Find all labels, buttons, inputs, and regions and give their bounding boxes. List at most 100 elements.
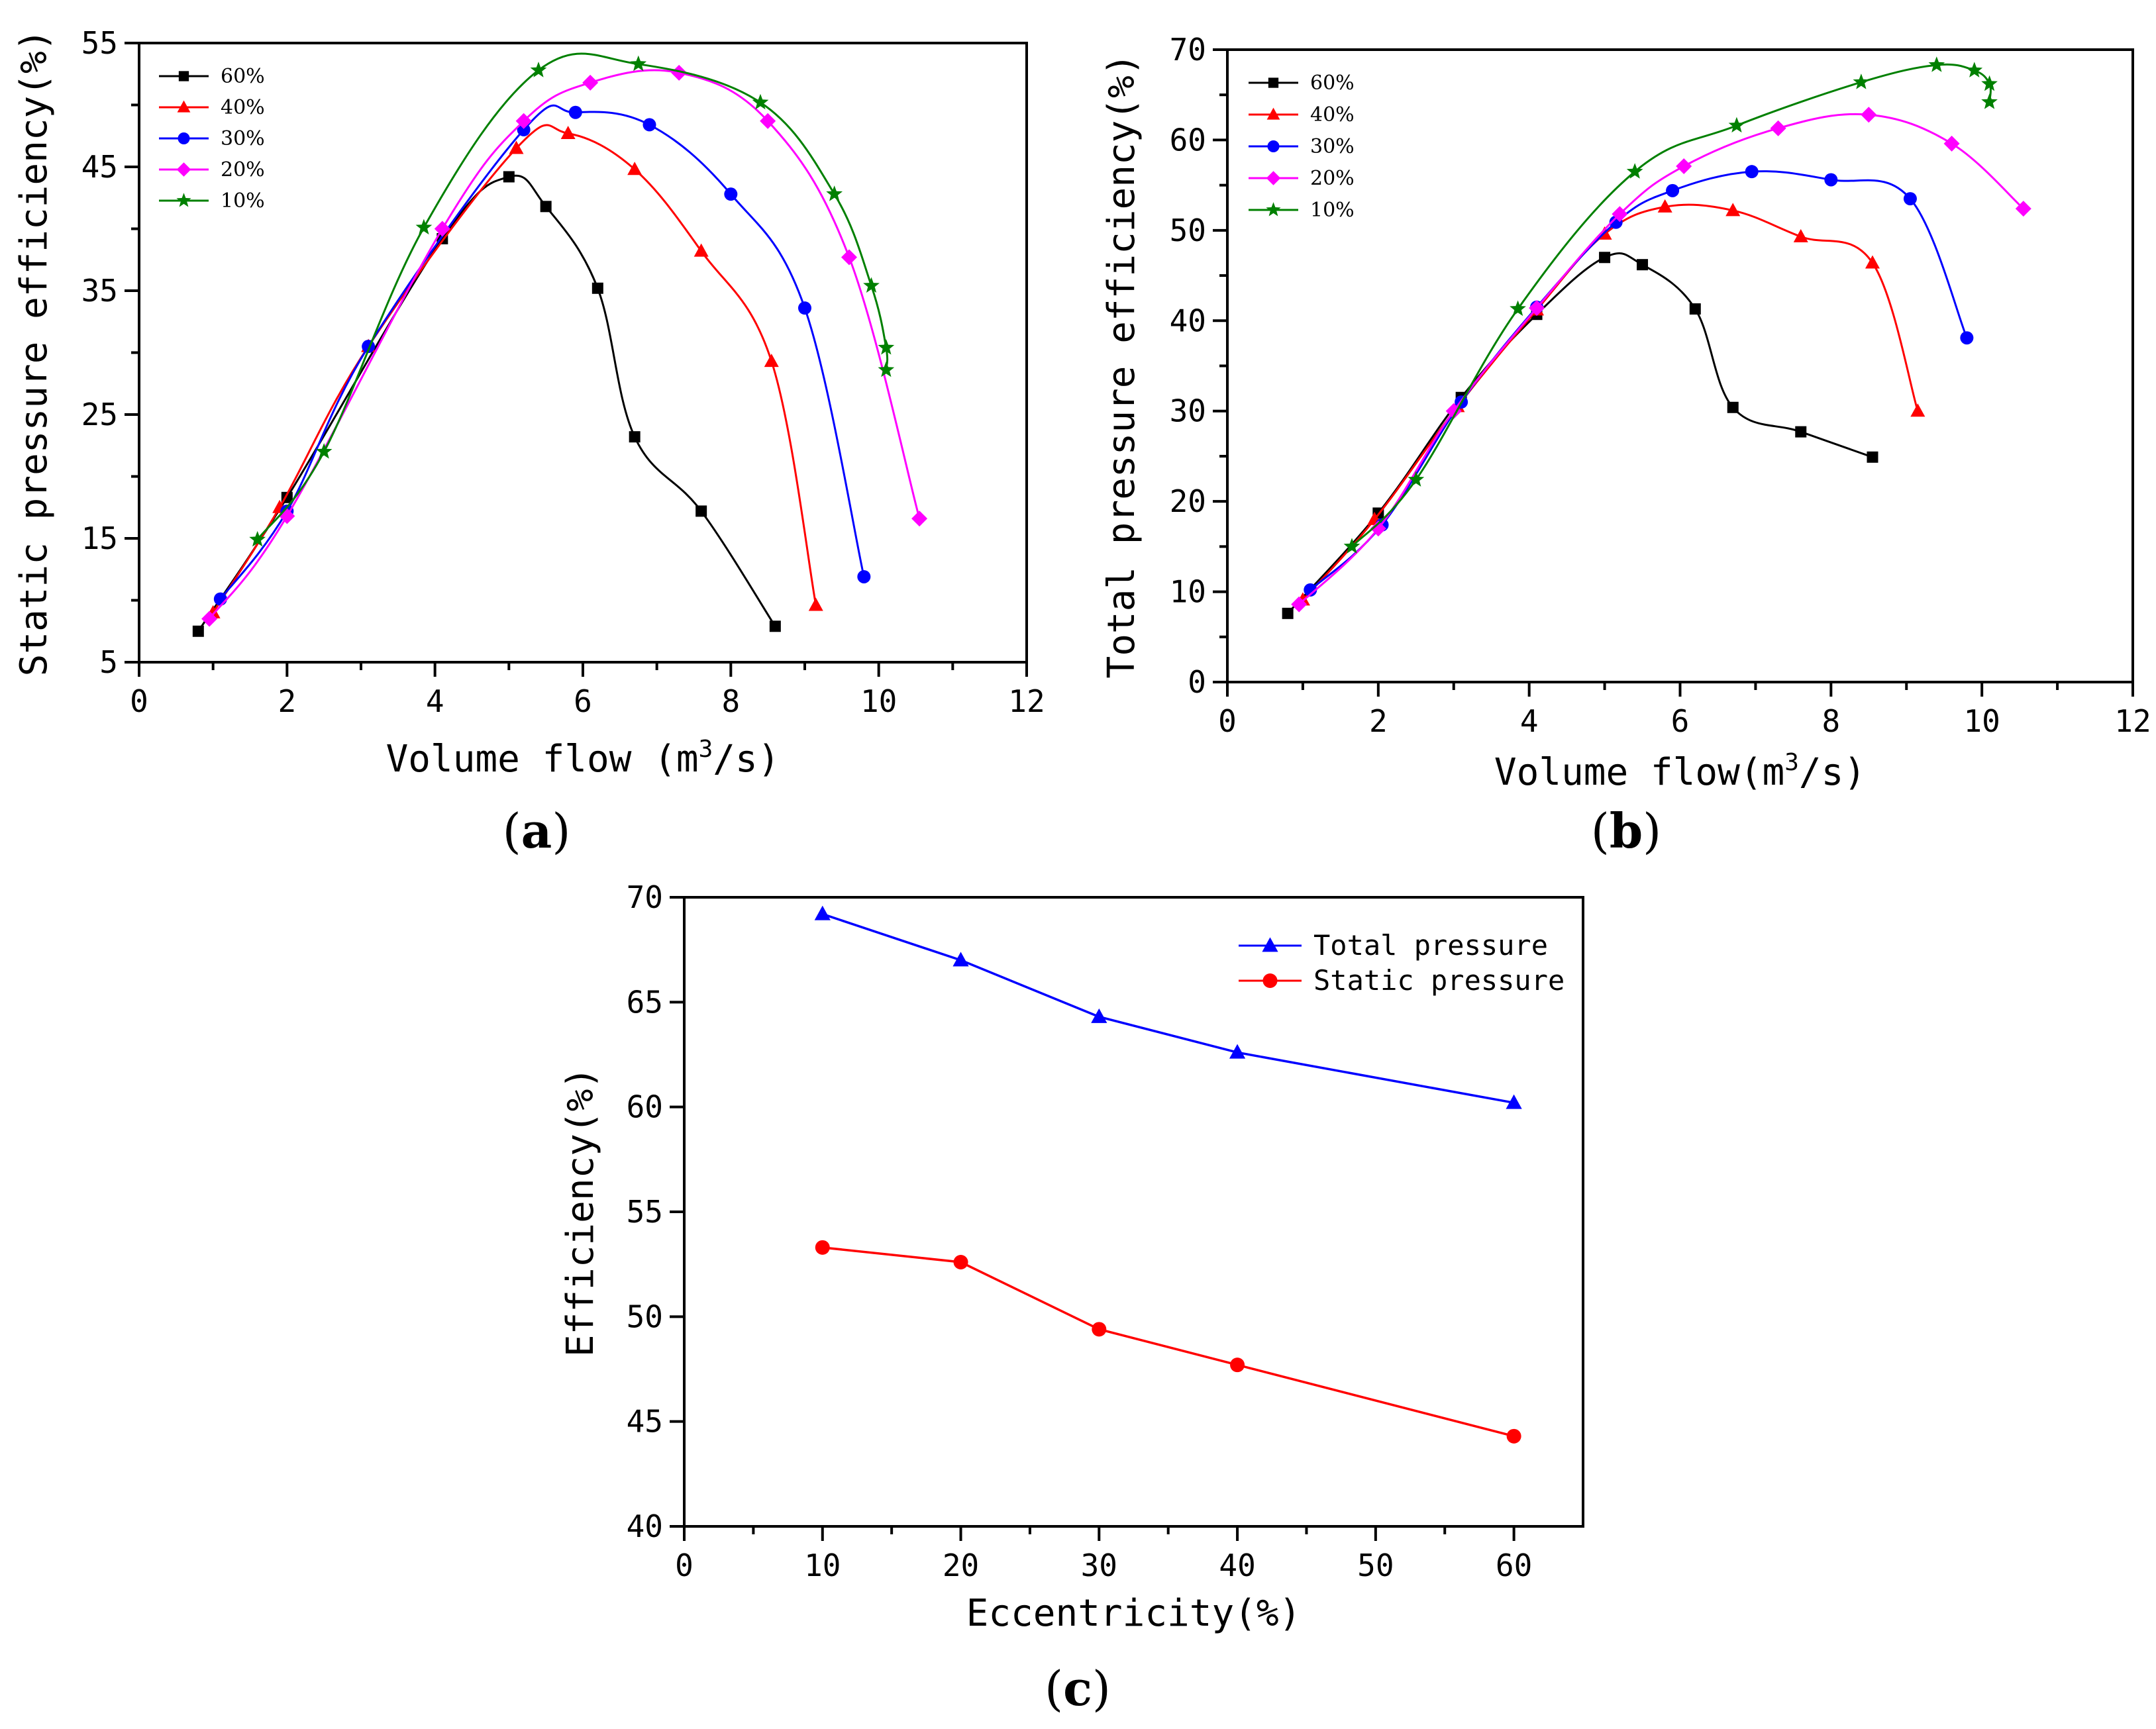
legend-label: 40%: [1310, 103, 1355, 126]
data-point: [1599, 252, 1611, 264]
x-tick-label: 10: [860, 683, 897, 719]
data-point: [1408, 471, 1425, 487]
x-tick-label: 30: [1081, 1548, 1117, 1583]
y-tick-label: 45: [81, 149, 118, 185]
data-point: [1343, 538, 1360, 554]
x-tick-label: 60: [1496, 1548, 1532, 1583]
series-line: [256, 52, 889, 540]
legend-marker: [1266, 107, 1280, 120]
data-point: [1943, 135, 1960, 152]
data-point: [752, 93, 769, 110]
data-point: [515, 113, 532, 129]
y-tick-label: 50: [627, 1299, 663, 1334]
y-tick-label: 55: [81, 25, 118, 61]
x-tick-label: 6: [574, 683, 592, 719]
data-point: [863, 277, 880, 293]
data-point: [1793, 228, 1808, 242]
data-point: [560, 126, 576, 140]
data-point: [568, 105, 582, 119]
data-point: [1282, 607, 1294, 619]
data-point: [582, 74, 599, 91]
legend-label: 20%: [221, 158, 265, 181]
x-tick-label: 50: [1357, 1548, 1394, 1583]
data-point: [503, 171, 515, 183]
legend-label: 60%: [1310, 72, 1355, 95]
legend-label: 10%: [1310, 199, 1355, 222]
data-point: [1689, 303, 1701, 315]
data-point: [1824, 173, 1838, 187]
x-axis-title: Eccentricity(%): [966, 1592, 1302, 1635]
data-point: [1612, 206, 1628, 222]
x-tick-label: 12: [1008, 683, 1045, 719]
data-point: [1865, 255, 1880, 269]
legend-marker: [177, 100, 191, 113]
series-10%: [249, 52, 895, 547]
legend-marker: [1266, 171, 1281, 185]
legend-marker: [1268, 77, 1279, 88]
panel-label: (c): [1045, 1660, 1111, 1716]
data-point: [630, 55, 647, 72]
data-point: [1506, 1094, 1522, 1109]
data-point: [695, 505, 707, 517]
y-tick-label: 25: [81, 397, 118, 432]
data-point: [1091, 1008, 1107, 1023]
x-tick-label: 0: [130, 683, 148, 719]
x-axis-title: Volume flow(m3/s): [1494, 749, 1866, 794]
y-tick-label: 0: [1188, 664, 1206, 700]
x-tick-label: 8: [1822, 703, 1840, 739]
y-axis-title: Efficiency(%): [559, 1067, 602, 1357]
data-point: [1981, 93, 1998, 109]
legend-marker: [178, 71, 189, 81]
series-30%: [213, 104, 871, 606]
data-point: [192, 625, 204, 637]
legend-label: 60%: [221, 65, 265, 88]
y-tick-label: 40: [627, 1508, 663, 1544]
x-tick-label: 4: [1520, 703, 1539, 739]
data-point: [952, 952, 969, 967]
legend-label: Static pressure: [1313, 964, 1565, 997]
data-point: [201, 611, 218, 627]
x-tick-label: 4: [426, 683, 444, 719]
data-point: [1304, 583, 1317, 597]
data-point: [1745, 165, 1759, 179]
data-point: [826, 185, 843, 201]
legend-label: 10%: [221, 189, 265, 213]
y-tick-label: 70: [1170, 32, 1206, 68]
data-point: [1928, 56, 1945, 72]
data-point: [1770, 120, 1786, 136]
data-point: [1910, 403, 1925, 417]
series-line: [822, 1246, 1515, 1438]
data-point: [642, 118, 656, 132]
data-point: [1966, 62, 1983, 77]
data-point: [213, 592, 227, 606]
series-line: [1286, 252, 1873, 615]
legend-marker: [176, 162, 191, 177]
series-line: [212, 124, 817, 614]
series-20%: [201, 64, 928, 627]
legend-label: 20%: [1310, 167, 1355, 190]
data-point: [1960, 331, 1974, 345]
data-point: [1853, 74, 1870, 89]
y-tick-label: 60: [1170, 122, 1206, 158]
plot-frame: [138, 42, 1028, 664]
data-point: [1981, 75, 1998, 91]
y-tick-label: 70: [627, 879, 663, 915]
series-30%: [1304, 165, 1974, 597]
data-point: [1861, 107, 1877, 123]
series-line: [1298, 113, 2024, 605]
y-tick-label: 55: [627, 1194, 663, 1230]
series-line: [1302, 203, 1919, 601]
data-point: [591, 282, 603, 294]
series-line: [1351, 63, 1992, 548]
y-tick-label: 10: [1170, 574, 1206, 610]
data-point: [1666, 183, 1680, 197]
data-point: [1867, 451, 1878, 463]
y-axis-title: Static pressure efficiency(%): [13, 29, 56, 677]
series-10%: [1343, 56, 1998, 554]
legend-marker: [1266, 202, 1281, 217]
legend-label: 40%: [221, 96, 265, 119]
panel-label: (a): [503, 803, 571, 859]
series-line: [208, 69, 921, 620]
data-point: [315, 443, 333, 459]
